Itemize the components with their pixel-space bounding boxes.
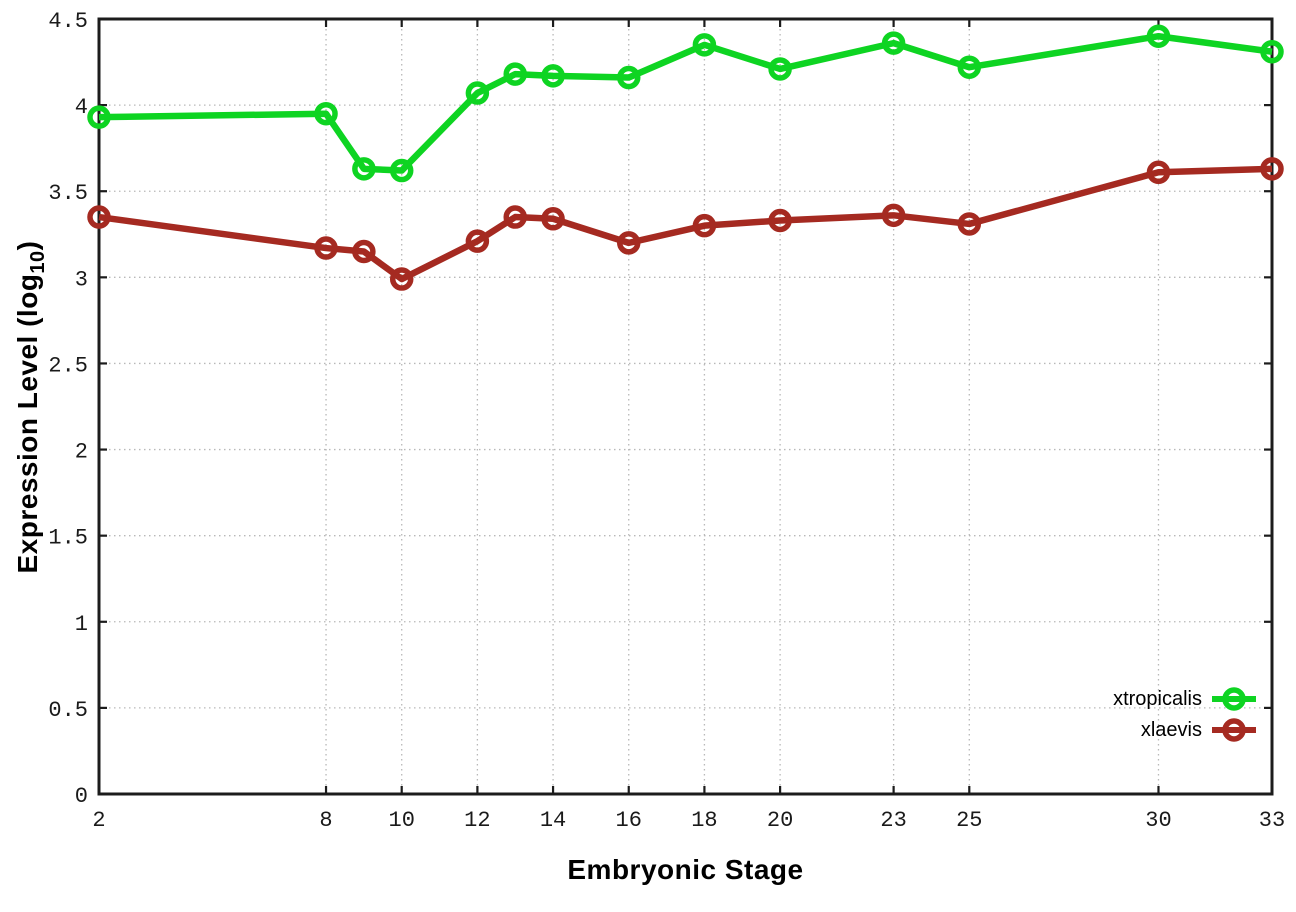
series-xlaevis-point bbox=[768, 208, 792, 233]
series-xtropicalis-point bbox=[352, 157, 376, 181]
series-xlaevis-point bbox=[881, 203, 906, 228]
y-tick-labels: 0 0.5 1 1.5 2 2.5 3 3.5 4 4.5 bbox=[48, 9, 88, 809]
series-xtropicalis-point bbox=[1146, 24, 1171, 48]
series-xtropicalis bbox=[87, 24, 1284, 183]
y-tick-label: 4.5 bbox=[48, 9, 88, 34]
series-xlaevis-point bbox=[389, 267, 414, 291]
y-tick-label: 1 bbox=[75, 612, 88, 637]
series-xlaevis-point bbox=[352, 239, 376, 264]
series-xtropicalis-point bbox=[87, 105, 111, 129]
y-axis-title-text: Expression Level (log bbox=[12, 273, 44, 574]
x-tick-label: 10 bbox=[389, 808, 415, 833]
series-xtropicalis-point bbox=[541, 64, 565, 88]
series-xtropicalis-point bbox=[314, 101, 338, 126]
series-xtropicalis-point bbox=[881, 31, 906, 55]
x-tick-label: 16 bbox=[616, 808, 642, 833]
x-tick-label: 8 bbox=[319, 808, 332, 833]
x-tick-label: 18 bbox=[691, 808, 717, 833]
x-tick-labels: 2 8 10 12 14 16 18 20 23 25 30 33 bbox=[92, 808, 1285, 833]
y-tick-label: 3.5 bbox=[48, 181, 88, 206]
chart-legend: xtropicalis xlaevis bbox=[1113, 684, 1257, 745]
series-xlaevis-point bbox=[957, 212, 982, 236]
y-tick-label: 2 bbox=[75, 440, 88, 465]
y-tick-label: 3 bbox=[75, 267, 88, 292]
series-xtropicalis-point bbox=[503, 62, 527, 86]
y-tick-label: 0.5 bbox=[48, 698, 88, 723]
legend-item-xlaevis: xlaevis bbox=[1113, 715, 1257, 745]
series-xtropicalis-point bbox=[616, 65, 641, 90]
legend-marker-xlaevis-icon bbox=[1212, 718, 1256, 742]
series-xtropicalis-point bbox=[692, 33, 717, 57]
legend-label-xtropicalis: xtropicalis bbox=[1113, 687, 1202, 710]
x-tick-label: 23 bbox=[880, 808, 906, 833]
y-axis-title-suffix: ) bbox=[12, 240, 44, 251]
series-xlaevis-point bbox=[314, 236, 338, 260]
series-xlaevis-point bbox=[692, 213, 717, 238]
series-xlaevis bbox=[87, 157, 1284, 291]
x-tick-label: 12 bbox=[464, 808, 490, 833]
y-tick-label: 4 bbox=[75, 95, 88, 120]
x-axis-title: Embryonic Stage bbox=[567, 854, 804, 885]
series-xtropicalis-point bbox=[768, 57, 792, 81]
y-tick-label: 2.5 bbox=[48, 353, 88, 378]
x-tick-label: 14 bbox=[540, 808, 566, 833]
x-tick-label: 30 bbox=[1145, 808, 1171, 833]
series-xlaevis-point bbox=[616, 231, 641, 255]
series-xlaevis-point bbox=[87, 205, 111, 229]
y-axis-title-subscript: 10 bbox=[26, 250, 49, 274]
legend-item-xtropicalis: xtropicalis bbox=[1113, 684, 1257, 714]
plot-border bbox=[97, 17, 1274, 796]
series-xtropicalis-line bbox=[98, 32, 1273, 174]
series-xlaevis-point bbox=[541, 207, 565, 231]
series-xlaevis-point bbox=[465, 229, 490, 253]
x-tick-label: 33 bbox=[1259, 808, 1285, 833]
y-tick-label: 0 bbox=[75, 784, 88, 809]
x-tick-label: 25 bbox=[956, 808, 982, 833]
x-tick-label: 2 bbox=[92, 808, 105, 833]
series-xlaevis-line bbox=[98, 165, 1273, 283]
y-axis-title: Expression Level (log10) bbox=[12, 241, 50, 574]
series-xlaevis-point bbox=[1146, 160, 1171, 185]
x-tick-label: 20 bbox=[767, 808, 793, 833]
series-xlaevis-point bbox=[1260, 157, 1284, 181]
grid-lines bbox=[99, 19, 1272, 794]
series-xtropicalis-point bbox=[465, 81, 490, 105]
axis-ticks bbox=[97, 17, 1274, 796]
series-xtropicalis-point bbox=[957, 55, 982, 79]
series-xtropicalis-point bbox=[389, 158, 414, 183]
y-tick-label: 1.5 bbox=[48, 526, 88, 551]
legend-marker-xtropicalis-icon bbox=[1212, 687, 1256, 711]
series-xlaevis-point bbox=[503, 205, 527, 229]
legend-label-xlaevis: xlaevis bbox=[1140, 718, 1202, 741]
series-xtropicalis-point bbox=[1260, 39, 1284, 64]
